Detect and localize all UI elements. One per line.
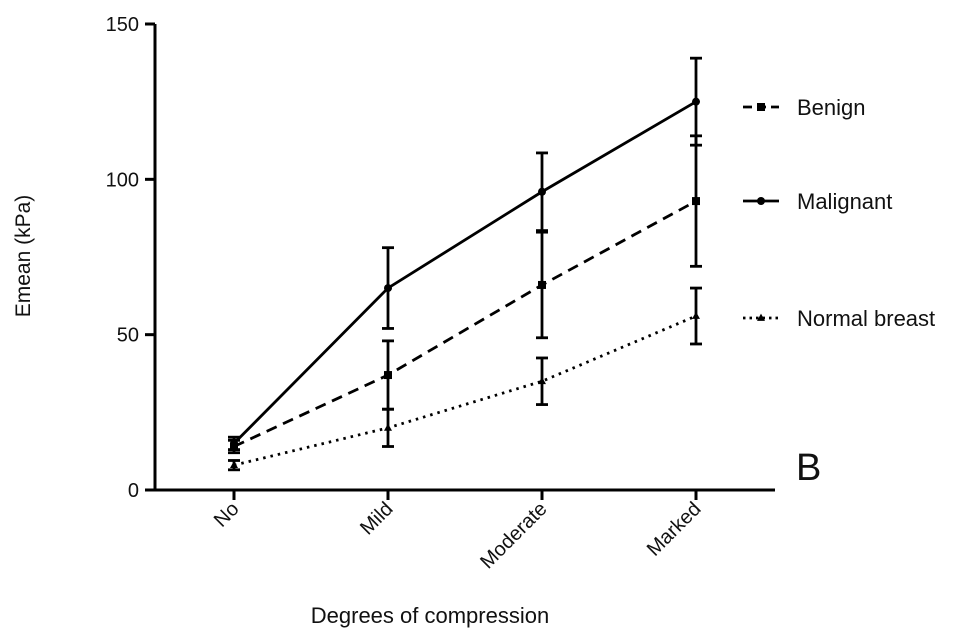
panel-label: B xyxy=(796,447,821,489)
x-tick-label: Moderate xyxy=(476,498,551,573)
x-axis-label: Degrees of compression xyxy=(311,603,549,628)
series-line xyxy=(233,199,697,448)
legend-label: Normal breast xyxy=(797,306,935,331)
marker-circle xyxy=(538,187,546,196)
marker-square xyxy=(692,197,700,206)
legend-label: Malignant xyxy=(797,189,892,214)
axes: 0 50 100 150 No Mild Moderate Marked xyxy=(106,14,775,573)
y-tick-label: 150 xyxy=(106,14,139,36)
legend-item: Malignant xyxy=(743,189,892,214)
series-group xyxy=(228,56,702,472)
y-tick-label: 50 xyxy=(117,325,139,347)
series-line xyxy=(233,100,697,445)
marker-circle xyxy=(230,439,238,448)
marker-triangle xyxy=(757,313,765,321)
marker-circle xyxy=(384,284,392,293)
series-normal-breast xyxy=(228,286,702,472)
legend-label: Benign xyxy=(797,95,866,120)
x-tick-label: No xyxy=(210,498,244,532)
legend: Benign Malignant Normal breast xyxy=(743,95,935,331)
legend-item: Benign xyxy=(743,95,866,120)
x-tick-label: Marked xyxy=(643,498,706,561)
marker-triangle xyxy=(692,311,700,319)
marker-triangle xyxy=(384,423,392,431)
marker-circle xyxy=(692,97,700,106)
y-tick-label: 0 xyxy=(128,480,139,502)
marker-square xyxy=(757,103,765,111)
series-benign xyxy=(228,134,702,455)
y-tick-label: 100 xyxy=(106,169,139,191)
marker-triangle xyxy=(230,460,238,469)
y-axis-label: Emean (kPa) xyxy=(12,195,35,318)
series-line xyxy=(233,314,697,467)
legend-item: Normal breast xyxy=(743,306,935,331)
marker-circle xyxy=(757,197,765,205)
series-malignant xyxy=(228,56,702,452)
marker-triangle xyxy=(538,376,546,385)
marker-square xyxy=(384,371,392,380)
x-tick-label: Mild xyxy=(356,498,397,539)
marker-square xyxy=(538,280,546,289)
